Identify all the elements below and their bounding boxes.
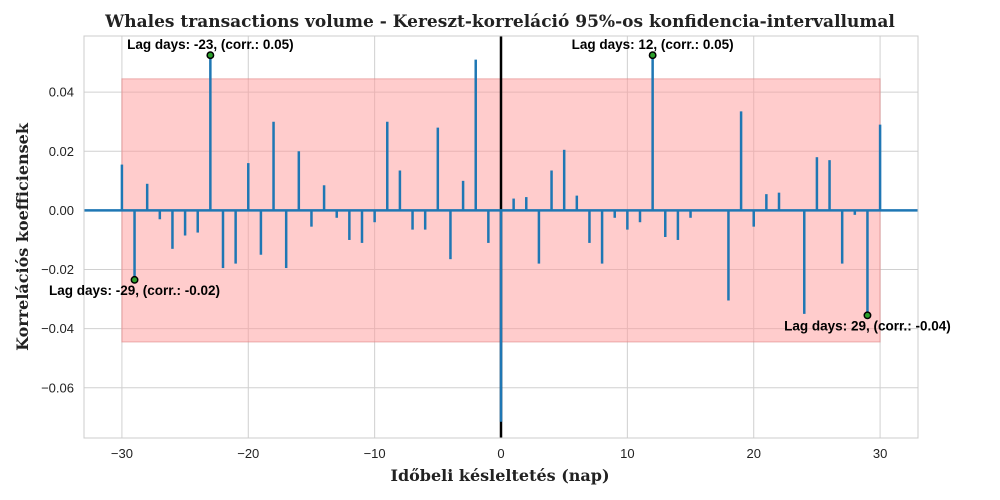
- plot-frame: [83, 35, 919, 439]
- chart-title: Whales transactions volume - Kereszt-kor…: [104, 12, 895, 32]
- y-tick-label: 0.04: [49, 85, 74, 100]
- y-tick-label: 0.00: [49, 203, 74, 218]
- x-tick-label: −30: [111, 446, 133, 461]
- x-tick-label: 10: [620, 446, 634, 461]
- x-axis-label: Időbeli késleltetés (nap): [390, 466, 609, 485]
- x-tick-label: 20: [746, 446, 760, 461]
- x-tick-label: −20: [237, 446, 259, 461]
- annotation-marker: [130, 275, 139, 284]
- annotation-label: Lag days: -29, (corr.: -0.02): [49, 283, 220, 298]
- y-tick-label: −0.06: [41, 380, 74, 395]
- x-tick-label: −10: [364, 446, 386, 461]
- y-tick-label: −0.04: [41, 321, 74, 336]
- annotation-marker: [648, 51, 657, 60]
- annotation-label: Lag days: 29, (corr.: -0.04): [784, 318, 951, 333]
- y-tick-label: 0.02: [49, 144, 74, 159]
- annotation-label: Lag days: 12, (corr.: 0.05): [572, 37, 734, 52]
- annotation-label: Lag days: -23, (corr.: 0.05): [127, 37, 294, 52]
- annotation-marker: [863, 311, 872, 320]
- y-tick-label: −0.02: [41, 262, 74, 277]
- y-axis-label: Korrelációs koefficiensek: [13, 122, 32, 351]
- x-tick-label: 30: [873, 446, 887, 461]
- annotation-marker: [206, 51, 215, 60]
- x-tick-label: 0: [497, 446, 504, 461]
- plot-area: −30 −20 −10 0 10 20 30 −0.06 −0.04 −0.02 0.00 0.02 0…: [41, 35, 951, 461]
